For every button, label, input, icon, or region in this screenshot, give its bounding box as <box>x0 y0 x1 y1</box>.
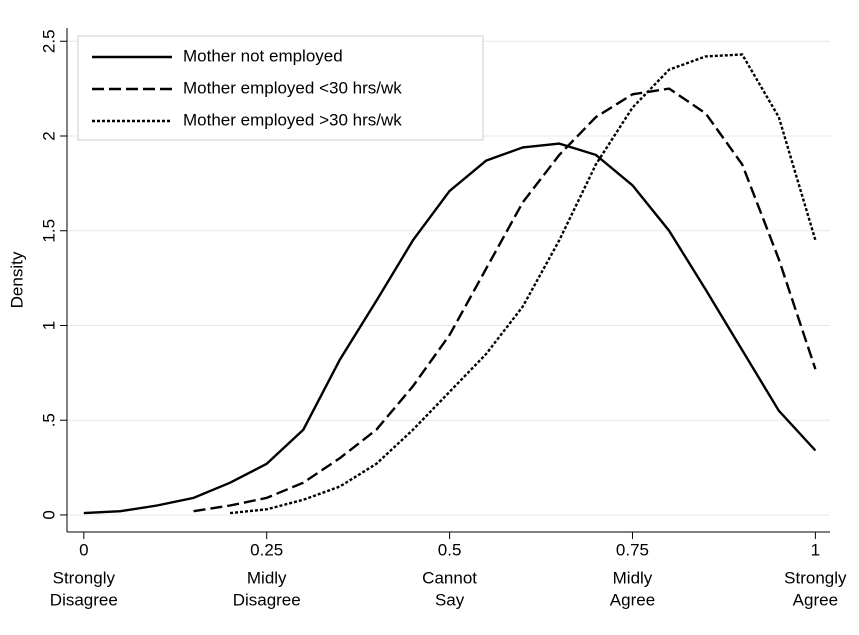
legend-label: Mother employed >30 hrs/wk <box>183 110 402 129</box>
y-tick-label: 1 <box>39 321 58 330</box>
y-tick-label: 1.5 <box>39 219 58 243</box>
x-tick-label: 1 <box>811 540 820 559</box>
line-series <box>83 142 817 515</box>
x-tick-label: 0.75 <box>616 540 649 559</box>
y-tick-label: 2.5 <box>39 29 58 53</box>
x-tick-sublabel: Strongly <box>53 568 116 587</box>
legend-label: Mother employed <30 hrs/wk <box>183 78 402 97</box>
x-tick-sublabel: Say <box>435 590 465 609</box>
x-tick-sublabel: Cannot <box>422 568 477 587</box>
y-tick-label: .5 <box>39 413 58 427</box>
x-tick-sublabel: Strongly <box>784 568 847 587</box>
x-tick-sublabel: Disagree <box>233 590 301 609</box>
legend-label: Mother not employed <box>183 46 343 65</box>
y-axis-label: Density <box>7 251 26 308</box>
x-tick-sublabel: Agree <box>610 590 655 609</box>
line-series <box>193 87 817 513</box>
y-tick-label: 2 <box>39 131 58 140</box>
x-tick-sublabel: Agree <box>793 590 838 609</box>
x-tick-label: 0.25 <box>250 540 283 559</box>
x-tick-sublabel: Midly <box>247 568 287 587</box>
line-series <box>229 53 817 515</box>
y-tick-label: 0 <box>39 510 58 519</box>
x-tick-label: 0.5 <box>438 540 462 559</box>
x-tick-label: 0 <box>79 540 88 559</box>
x-tick-sublabel: Midly <box>613 568 653 587</box>
x-tick-sublabel: Disagree <box>50 590 118 609</box>
